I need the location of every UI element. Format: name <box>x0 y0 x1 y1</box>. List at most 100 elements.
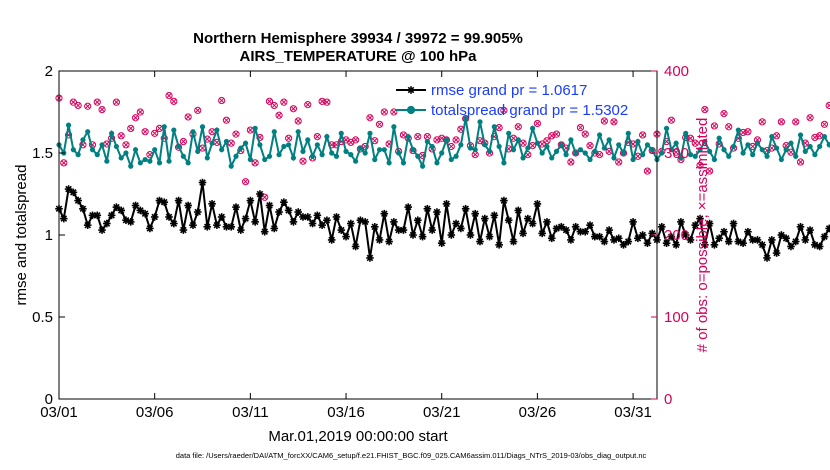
rmse-point <box>203 223 212 231</box>
totalspread-point <box>424 138 430 145</box>
totalspread-point <box>726 153 732 159</box>
rmse-point <box>452 219 460 228</box>
rmse-point <box>131 201 140 210</box>
rmse-point <box>619 241 628 249</box>
totalspread-point <box>357 145 363 151</box>
legend-label-rmse: rmse grand pr = 1.0617 <box>431 82 587 99</box>
legend: rmse grand pr = 1.0617 totalspread grand… <box>396 82 628 119</box>
rmse-point <box>217 213 226 221</box>
totalspread-point <box>94 152 100 158</box>
totalspread-point <box>242 140 249 146</box>
rmse-point <box>174 196 183 205</box>
obs-count-point <box>610 118 618 126</box>
obs-count-point <box>347 138 355 146</box>
rmse-point <box>772 249 781 257</box>
rmse-point <box>624 237 633 246</box>
obs-count-point <box>634 152 642 160</box>
totalspread-point <box>812 152 818 158</box>
obs-count-point <box>519 139 527 147</box>
obs-count-point <box>744 128 752 136</box>
x-tick-label: 03/26 <box>519 404 557 421</box>
totalspread-point <box>75 152 81 158</box>
totalspread-point <box>793 153 799 159</box>
totalspread-point <box>386 160 392 166</box>
rmse-point <box>600 237 609 246</box>
obs-count-point <box>533 119 542 128</box>
totalspread-point <box>324 134 330 140</box>
totalspread-point <box>238 145 244 151</box>
obs-count-point <box>500 106 508 114</box>
totalspread-point <box>152 147 158 153</box>
rmse-point <box>576 227 585 236</box>
totalspread-point <box>754 140 761 146</box>
totalspread-point <box>137 160 143 166</box>
rmse-point <box>442 200 451 208</box>
obs-count-point <box>179 137 187 146</box>
data-file-footer: data file: /Users/raeder/DAI/ATM_forcXX/… <box>176 451 647 460</box>
rmse-point <box>825 224 830 233</box>
obs-count-point <box>720 110 728 118</box>
rmse-point <box>141 209 149 218</box>
rmse-point <box>705 219 714 228</box>
totalspread-point <box>616 142 622 148</box>
totalspread-point <box>482 142 488 148</box>
obs-count-point <box>208 128 216 136</box>
rmse-point <box>457 224 465 233</box>
obs-count-point <box>84 102 92 110</box>
rmse-point <box>662 239 671 247</box>
obs-count-point <box>643 167 652 175</box>
rmse-point <box>275 208 283 216</box>
obs-count-point <box>696 161 704 169</box>
rmse-point <box>715 234 723 243</box>
totalspread-point <box>367 130 373 136</box>
rmse-point <box>533 200 542 208</box>
rmse-point <box>303 213 312 221</box>
totalspread-point <box>410 147 416 153</box>
rmse-point <box>347 219 355 228</box>
rmse-point <box>64 185 73 193</box>
totalspread-point <box>166 158 172 164</box>
totalspread-point <box>372 156 378 163</box>
totalspread-point <box>525 145 531 151</box>
rmse-point <box>461 204 470 213</box>
totalspread-point <box>89 147 96 153</box>
rmse-point <box>399 226 408 234</box>
totalspread-point <box>721 147 727 153</box>
totalspread-point <box>348 152 354 158</box>
rmse-point <box>720 227 728 236</box>
rmse-point <box>681 231 690 239</box>
obs-count-point <box>423 133 431 141</box>
totalspread-point <box>797 132 804 138</box>
rmse-point <box>69 188 78 197</box>
totalspread-point <box>290 155 297 161</box>
totalspread-point <box>333 153 340 159</box>
rmse-point <box>375 236 384 244</box>
legend-marker-spread <box>406 105 416 115</box>
obs-count-point <box>251 159 259 167</box>
chart-title: Northern Hemisphere 39934 / 39972 = 99.9… <box>193 30 523 47</box>
totalspread-point <box>663 125 670 131</box>
obs-count-point <box>155 124 164 132</box>
obs-count-point <box>275 111 283 119</box>
rmse-point <box>595 232 604 241</box>
totalspread-point <box>286 142 292 148</box>
rmse-point <box>528 219 537 228</box>
rmse-point <box>605 226 613 234</box>
rmse-point <box>763 254 771 262</box>
totalspread-point <box>568 137 574 143</box>
legend-marker-rmse <box>407 86 415 94</box>
y2-tick-label: 300 <box>664 145 689 162</box>
rmse-point <box>437 239 446 247</box>
obs-count-point <box>586 142 594 150</box>
rmse-point <box>729 219 738 228</box>
rmse-point <box>74 196 82 205</box>
totalspread-point <box>635 138 641 145</box>
totalspread-point <box>730 143 737 150</box>
y2-axis-label: # of obs: o=possible; ×=assimilated <box>694 118 711 353</box>
rmse-point <box>791 237 800 246</box>
rmse-point <box>571 223 580 231</box>
rmse-point <box>777 231 786 239</box>
totalspread-point <box>156 160 163 166</box>
rmse-point <box>323 216 331 225</box>
totalspread-point <box>515 137 521 143</box>
